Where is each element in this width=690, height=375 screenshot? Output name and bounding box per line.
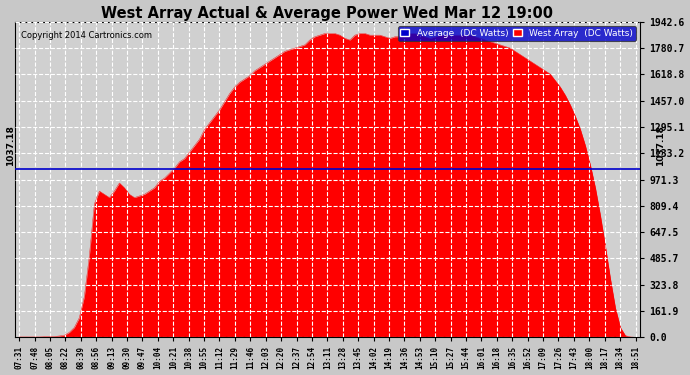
Text: Copyright 2014 Cartronics.com: Copyright 2014 Cartronics.com — [21, 31, 152, 40]
Text: 1037.18: 1037.18 — [6, 124, 14, 165]
Legend: Average  (DC Watts), West Array  (DC Watts): Average (DC Watts), West Array (DC Watts… — [397, 26, 635, 40]
Title: West Array Actual & Average Power Wed Mar 12 19:00: West Array Actual & Average Power Wed Ma… — [101, 6, 553, 21]
Text: 1037.18: 1037.18 — [656, 124, 664, 165]
